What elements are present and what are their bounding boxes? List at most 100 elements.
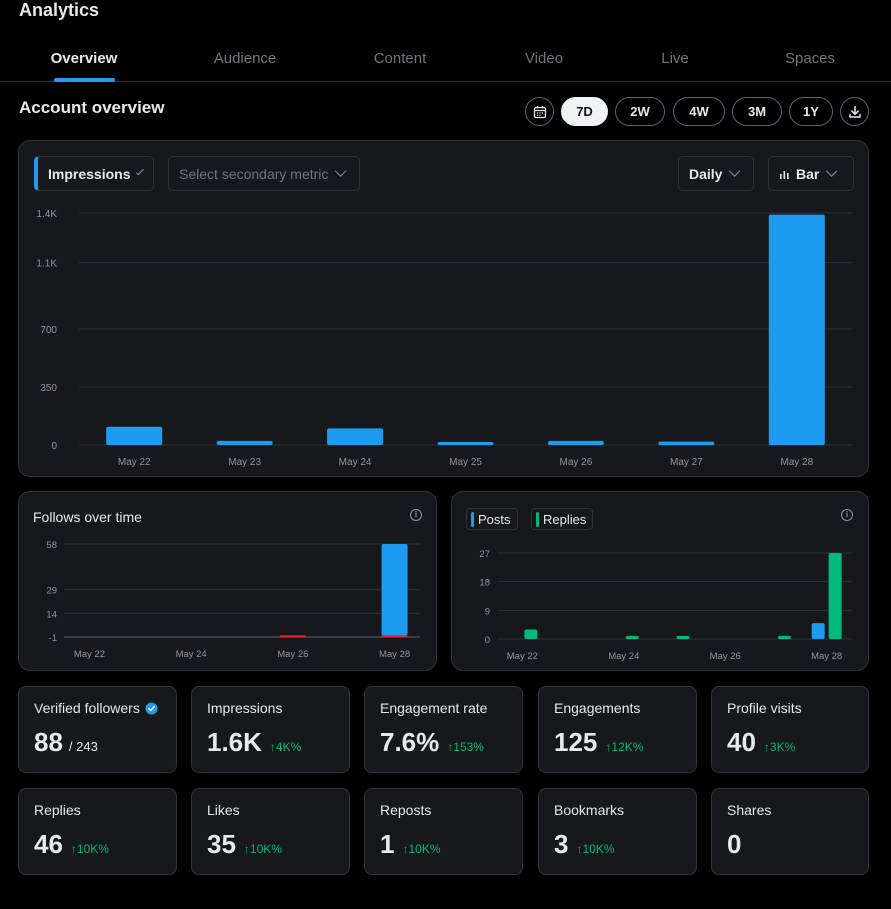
unfollows-bar	[279, 635, 306, 638]
chevron-down-icon	[335, 165, 347, 177]
secondary-metric-placeholder: Select secondary metric	[179, 165, 329, 182]
posts-swatch	[471, 511, 474, 527]
stat-label: Engagements	[554, 700, 641, 716]
legend-replies[interactable]: Replies	[531, 508, 594, 530]
tab-audience[interactable]: Audience	[213, 50, 277, 67]
y-tick-label: 29	[46, 586, 57, 597]
tab-spaces[interactable]: Spaces	[784, 50, 836, 67]
x-tick-label: May 26	[277, 649, 308, 660]
stat-card-verified-followers[interactable]: Verified followers 88 / 243	[18, 686, 177, 773]
download-button[interactable]	[840, 97, 869, 126]
stat-card-engagement-rate[interactable]: Engagement rate 7.6% ↑153%	[364, 686, 523, 773]
bar-chart-icon	[780, 170, 789, 179]
stat-card-shares[interactable]: Shares 0	[711, 788, 869, 875]
impressions-bar-chart: 0 350 700 1.1K 1.4K May 22 May 23 May 24 May 25 M…	[36, 209, 852, 468]
primary-metric-dropdown[interactable]: Impressions	[34, 156, 154, 191]
replies-bar	[524, 629, 538, 639]
tab-video[interactable]: Video	[524, 50, 564, 67]
range-7d-button[interactable]: 7D	[561, 97, 608, 126]
interval-dropdown[interactable]: Daily	[678, 156, 754, 191]
y-tick-label: 27	[479, 549, 490, 560]
stat-value-row: 1 ↑10K%	[380, 829, 441, 860]
stat-change: ↑153%	[447, 740, 484, 754]
replies-bar	[777, 635, 791, 639]
posts-replies-chart-card: Posts Replies i 0 9 18 27 May 22 May 24 May 26…	[451, 491, 869, 671]
stat-card-engagements[interactable]: Engagements 125 ↑12K%	[538, 686, 697, 773]
y-tick-label: -1	[49, 633, 57, 644]
x-tick-label: May 25	[449, 457, 482, 468]
stat-value-row: 3 ↑10K%	[554, 829, 615, 860]
stat-card-likes[interactable]: Likes 35 ↑10K%	[191, 788, 350, 875]
x-tick-label: May 26	[710, 651, 741, 662]
stat-card-replies[interactable]: Replies 46 ↑10K%	[18, 788, 177, 875]
stat-change: ↑4K%	[269, 740, 302, 754]
stat-label: Shares	[727, 802, 772, 818]
chevron-down-icon	[826, 165, 838, 177]
range-2w-button[interactable]: 2W	[615, 97, 665, 126]
stat-value-row: 7.6% ↑153%	[380, 727, 484, 758]
y-tick-label: 1.4K	[36, 209, 57, 220]
chart-type-label: Bar	[796, 165, 820, 182]
stat-label: Likes	[207, 802, 240, 818]
tab-content[interactable]: Content	[373, 50, 427, 67]
replies-bar	[676, 635, 690, 639]
active-tab-indicator	[54, 78, 115, 82]
y-tick-label: 700	[40, 325, 57, 336]
stat-value-row: 46 ↑10K%	[34, 829, 109, 860]
x-tick-label: May 28	[379, 649, 410, 660]
stat-value: 46	[34, 829, 63, 859]
y-tick-label: 350	[40, 383, 57, 394]
legend-posts-label: Posts	[478, 511, 511, 527]
x-tick-label: May 22	[74, 649, 105, 660]
stat-change: ↑10K%	[70, 842, 109, 856]
y-tick-label: 18	[479, 578, 490, 589]
stat-change: ↑12K%	[605, 740, 644, 754]
stat-label: Verified followers	[34, 700, 158, 716]
stat-label: Bookmarks	[554, 802, 625, 818]
stat-label: Profile visits	[727, 700, 802, 716]
calendar-button[interactable]	[525, 97, 554, 126]
stat-value-row: 0	[727, 829, 749, 860]
follows-chart-card: Follows over time i -1 14 29 58 May 22 May 24…	[18, 491, 437, 671]
app-title: Analytics	[19, 0, 100, 20]
tab-live[interactable]: Live	[661, 50, 689, 67]
stat-suffix: / 243	[68, 739, 98, 754]
stat-value: 7.6%	[380, 727, 440, 757]
stat-change: ↑10K%	[402, 842, 441, 856]
replies-bar	[828, 553, 842, 639]
range-1y-button[interactable]: 1Y	[789, 97, 833, 126]
follows-card-title: Follows over time	[33, 509, 142, 525]
impressions-bar	[216, 440, 273, 445]
y-tick-label: 1.1K	[36, 259, 57, 270]
range-3m-button[interactable]: 3M	[732, 97, 782, 126]
legend-replies-label: Replies	[543, 511, 587, 527]
tab-overview[interactable]: Overview	[50, 50, 118, 67]
info-icon[interactable]: i	[841, 509, 853, 521]
secondary-metric-dropdown[interactable]: Select secondary metric	[168, 156, 360, 191]
posts-bar	[811, 623, 825, 639]
stat-label-text: Verified followers	[34, 700, 140, 716]
y-tick-label: 0	[51, 441, 57, 452]
legend-posts[interactable]: Posts	[466, 508, 518, 530]
stat-value-row: 35 ↑10K%	[207, 829, 282, 860]
x-tick-label: May 28	[780, 457, 813, 468]
x-tick-label: May 26	[560, 457, 593, 468]
stat-card-bookmarks[interactable]: Bookmarks 3 ↑10K%	[538, 788, 697, 875]
info-icon[interactable]: i	[410, 509, 422, 521]
y-tick-label: 14	[46, 609, 57, 620]
stat-change: ↑10K%	[576, 842, 615, 856]
stat-card-reposts[interactable]: Reposts 1 ↑10K%	[364, 788, 523, 875]
impressions-bar	[327, 428, 384, 445]
chart-type-dropdown[interactable]: Bar	[768, 156, 854, 191]
posts-replies-bar-chart: 0 9 18 27 May 22 May 24 May 26 May 28	[479, 549, 852, 662]
range-4w-button[interactable]: 4W	[673, 97, 725, 126]
primary-metric-label: Impressions	[48, 165, 131, 182]
stat-card-impressions[interactable]: Impressions 1.6K ↑4K%	[191, 686, 350, 773]
stat-change: ↑3K%	[763, 740, 796, 754]
impressions-chart-card: Impressions Select secondary metric Dail…	[18, 140, 869, 477]
tab-bar: Overview Audience Content Video Live Spa…	[0, 38, 891, 82]
chevron-down-icon	[729, 165, 741, 177]
x-tick-label: May 24	[339, 457, 372, 468]
replies-bar	[625, 635, 639, 639]
stat-card-profile-visits[interactable]: Profile visits 40 ↑3K%	[711, 686, 869, 773]
